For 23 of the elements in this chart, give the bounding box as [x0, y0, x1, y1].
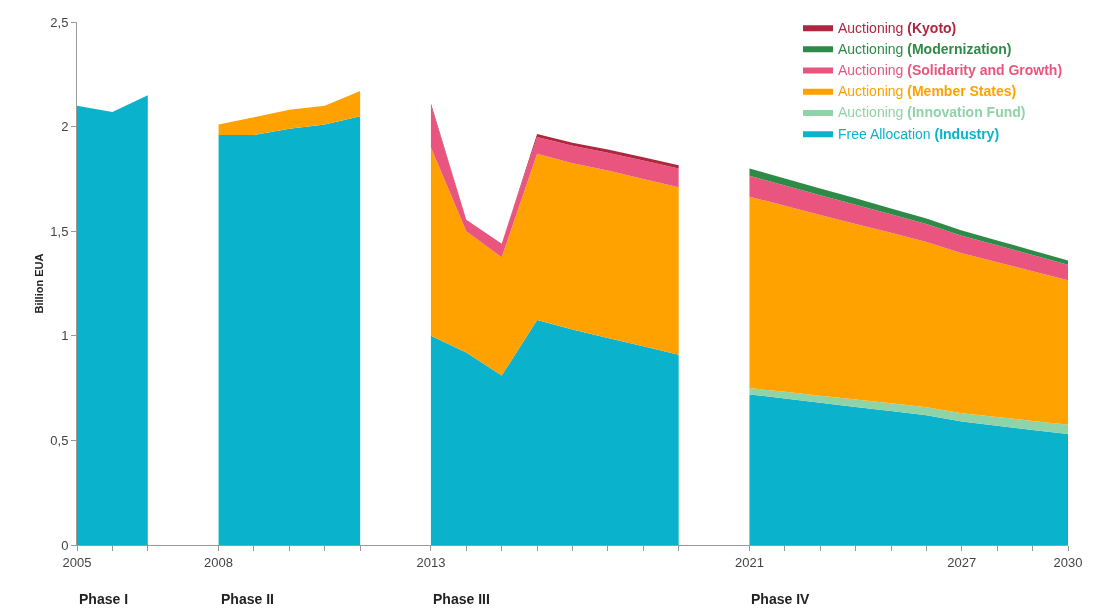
- x-tick-label: 2008: [204, 554, 234, 570]
- x-tick-label: 2027: [947, 554, 977, 570]
- y-axis-title: Billion EUA: [32, 253, 45, 314]
- text: Phase III: [433, 591, 490, 607]
- text: Phase IV: [751, 591, 811, 607]
- text: Phase II: [221, 591, 274, 607]
- x-tick-label: 2013: [416, 554, 446, 570]
- x-tick-label: 2005: [62, 554, 92, 570]
- y-tick-label: 1: [61, 328, 69, 344]
- text: Phase I: [79, 591, 129, 607]
- y-tick-label: 1,5: [50, 223, 69, 239]
- y-tick-label: 2,5: [50, 14, 69, 30]
- y-tick-label: 2: [61, 119, 69, 135]
- y-tick-label: 0: [61, 537, 69, 553]
- legend-label: Auctioning (Member States): [838, 83, 1017, 100]
- y-tick-label: 0,5: [50, 432, 69, 448]
- x-tick-label: 2030: [1053, 554, 1083, 570]
- legend-label: Auctioning (Modernization): [838, 40, 1012, 57]
- legend-label: Auctioning (Kyoto): [838, 19, 957, 36]
- legend-label: Auctioning (Innovation Fund): [838, 104, 1026, 121]
- legend-label: Free Allocation (Industry): [838, 125, 1000, 142]
- x-tick-label: 2021: [735, 554, 764, 570]
- legend-label: Auctioning (Solidarity and Growth): [838, 62, 1063, 78]
